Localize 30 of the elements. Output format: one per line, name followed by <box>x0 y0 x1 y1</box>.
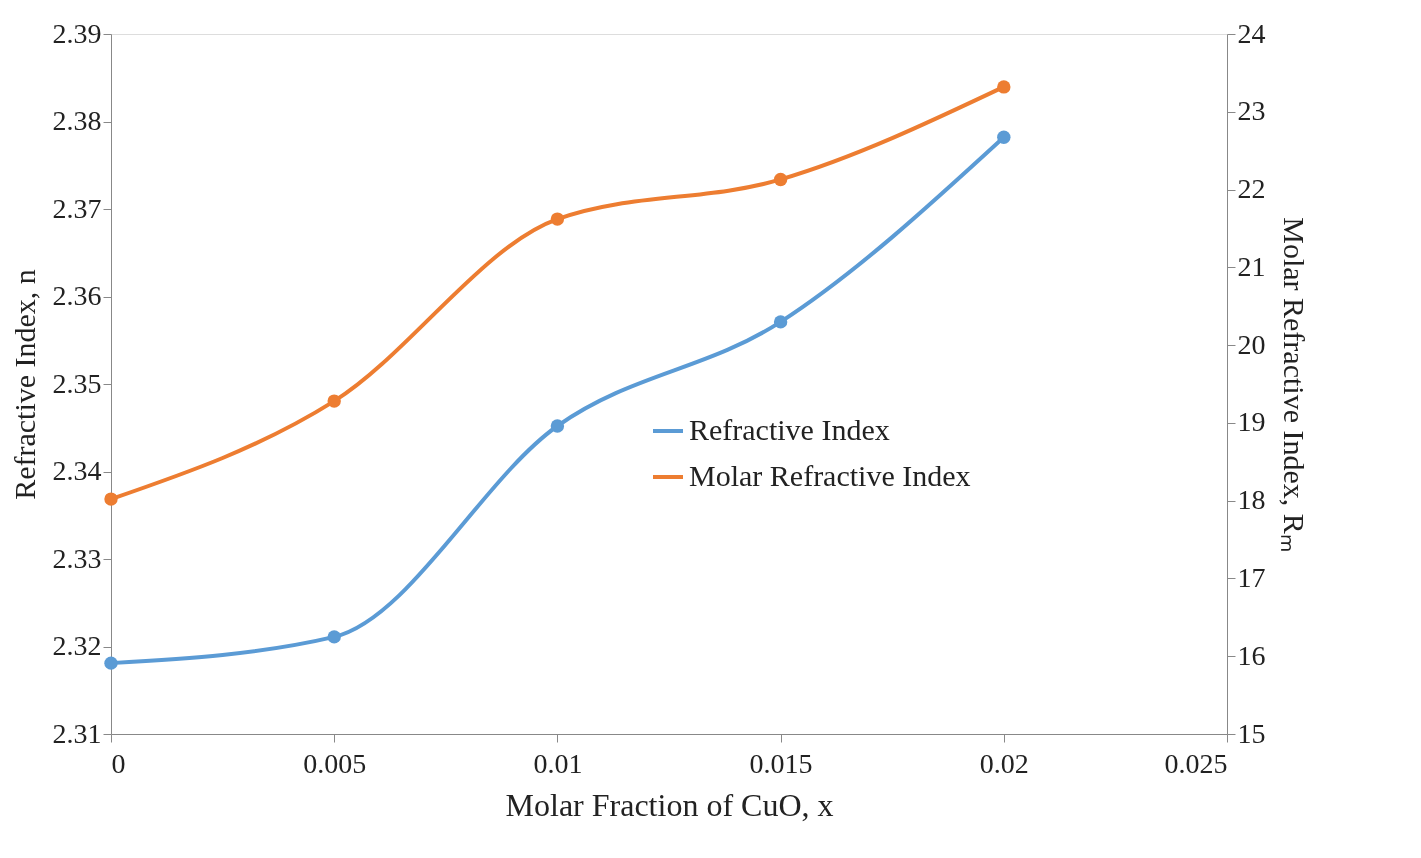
x-tick-label: 0.015 <box>749 747 813 779</box>
y-tick-label: 2.31 <box>52 717 102 749</box>
y2-tick-label: 20 <box>1237 328 1266 360</box>
y2-tick-label: 21 <box>1237 250 1266 282</box>
y-tick-label: 2.39 <box>52 17 102 49</box>
y2-tick-label: 22 <box>1237 173 1266 205</box>
y-tick-label: 2.35 <box>52 367 102 399</box>
legend-label: Refractive Index <box>689 413 890 446</box>
y-tick-label: 2.34 <box>52 455 102 486</box>
y2-tick-label: 17 <box>1237 561 1266 593</box>
y2-axis-title: Molar Refractive Index, Rₘ <box>1277 217 1311 552</box>
y2-tick-label: 18 <box>1237 484 1266 516</box>
y-tick-label: 2.33 <box>52 542 102 574</box>
y-axis-title: Refractive Index, n <box>7 269 41 500</box>
y2-tick-label: 15 <box>1237 717 1266 749</box>
x-tick-label: 0.02 <box>979 747 1029 779</box>
y-tick-label: 2.36 <box>52 280 102 311</box>
y-tick-label: 2.37 <box>52 192 102 224</box>
x-tick-label: 0 <box>111 747 126 779</box>
x-tick-label: 0.01 <box>533 747 583 779</box>
y2-tick-label: 23 <box>1237 95 1266 127</box>
y-tick-label: 2.32 <box>52 630 102 661</box>
x-axis-title: Molar Fraction of CuO, x <box>505 786 834 823</box>
x-tick-label: 0.025 <box>1164 747 1228 779</box>
y-tick-label: 2.38 <box>52 105 102 136</box>
y2-tick-label: 16 <box>1237 639 1266 671</box>
y2-tick-label: 24 <box>1237 17 1266 49</box>
y2-tick-label: 19 <box>1237 406 1266 438</box>
x-tick-label: 0.005 <box>303 747 367 779</box>
legend-label: Molar Refractive Index <box>689 459 971 492</box>
